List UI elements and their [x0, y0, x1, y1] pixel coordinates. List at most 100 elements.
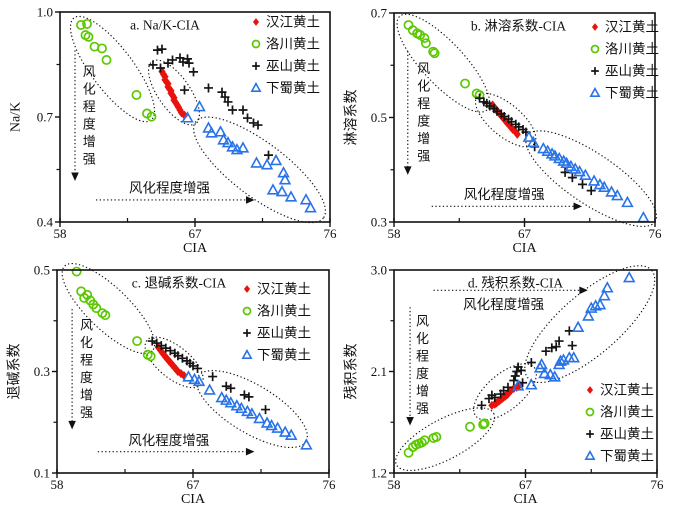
legend-item-xiashu: 下蜀黄土: [241, 348, 311, 363]
plus-marker-icon: [586, 430, 594, 438]
svg-text:1.2: 1.2: [371, 466, 387, 481]
triangle-marker-icon: [589, 86, 601, 97]
diamond-marker-icon: [586, 386, 594, 394]
legend-item-wushan: 巫山黄土: [243, 326, 311, 341]
series-hanjiang: [158, 66, 189, 120]
legend-item-label: 洛川黄土: [600, 405, 654, 420]
svg-text:58: 58: [388, 226, 401, 241]
series-luochuan: [76, 18, 157, 122]
weathering-arrow-h: [431, 202, 583, 211]
legend-item-xiashu: 下蜀黄土: [584, 449, 654, 464]
svg-text:67: 67: [518, 226, 532, 241]
weathering-label-vertical: 风化程度增强: [417, 61, 430, 163]
legend-item-label: 下蜀黄土: [600, 449, 654, 464]
svg-text:58: 58: [54, 226, 67, 241]
legend-item-xiashu: 下蜀黄土: [250, 81, 320, 96]
svg-text:化: 化: [80, 335, 93, 350]
svg-text:程: 程: [83, 99, 96, 114]
x-axis-label: CIA: [183, 241, 208, 256]
legend-item-luochuan: 洛川黄土: [251, 37, 320, 52]
legend-item-label: 下蜀黄土: [257, 348, 311, 363]
weathering-arrow-v: [68, 309, 76, 430]
svg-text:增: 增: [80, 388, 93, 403]
svg-text:风: 风: [416, 313, 429, 328]
circle-marker-icon: [242, 306, 252, 316]
weathering-label-horizontal: 风化程度增强: [464, 187, 545, 202]
circle-marker-icon: [251, 39, 261, 49]
legend-item-luochuan: 洛川黄土: [242, 304, 311, 319]
svg-text:化: 化: [416, 331, 429, 346]
svg-text:76: 76: [324, 226, 338, 241]
x-axis-label: CIA: [513, 492, 538, 507]
circle-marker-icon: [585, 407, 595, 417]
svg-text:0.7: 0.7: [371, 6, 388, 21]
svg-text:0.4: 0.4: [37, 215, 54, 230]
legend-item-label: 巫山黄土: [266, 59, 320, 74]
series-wushan: [477, 326, 577, 410]
y-axis-label: Na/K: [9, 102, 24, 132]
series-wushan: [147, 336, 271, 415]
svg-text:0.5: 0.5: [34, 263, 50, 278]
svg-text:58: 58: [51, 477, 64, 492]
plus-marker-icon: [252, 62, 260, 70]
svg-text:程: 程: [417, 96, 430, 111]
x-axis: 58 67 76 CIA: [388, 218, 662, 256]
plus-marker-icon: [243, 329, 251, 337]
svg-text:0.7: 0.7: [37, 110, 54, 125]
legend-item-label: 汉江黄土: [266, 15, 320, 30]
legend-item-label: 洛川黄土: [257, 304, 311, 319]
panel-title: c. 退碱系数-CIA: [132, 276, 227, 291]
weathering-label-horizontal: 风化程度增强: [129, 181, 210, 196]
svg-text:程: 程: [80, 353, 93, 368]
panel-title: d. 残积系数-CIA: [468, 276, 563, 291]
legend-item-label: 汉江黄土: [600, 383, 654, 398]
legend-item-hanjiang: 汉江黄土: [243, 282, 311, 297]
svg-text:3.0: 3.0: [371, 263, 387, 278]
legend-item-label: 巫山黄土: [257, 326, 311, 341]
svg-text:增: 增: [83, 134, 96, 149]
svg-text:强: 强: [416, 401, 429, 416]
legend-item-label: 下蜀黄土: [605, 86, 659, 101]
legend-item-label: 汉江黄土: [257, 282, 311, 297]
panel-title: b. 淋溶系数-CIA: [471, 19, 566, 34]
y-axis: 0.3 0.5 0.7 淋溶系数: [344, 6, 394, 230]
triangle-marker-icon: [250, 81, 262, 92]
svg-text:风: 风: [417, 61, 430, 76]
circle-marker-icon: [590, 44, 600, 54]
legend-item-label: 洛川黄土: [266, 37, 320, 52]
svg-text:67: 67: [189, 226, 203, 241]
series-wushan: [148, 44, 273, 160]
series-xiashu: [181, 99, 317, 213]
weathering-arrow-h: [96, 196, 255, 204]
weathering-label-vertical: 风化程度增强: [416, 313, 429, 416]
series-luochuan: [403, 418, 490, 458]
legend-item-hanjiang: 汉江黄土: [586, 383, 654, 398]
legend-item-wushan: 巫山黄土: [252, 59, 320, 74]
triangle-marker-icon: [584, 449, 596, 460]
weathering-arrow-v: [71, 50, 79, 181]
legend-item-xiashu: 下蜀黄土: [589, 86, 659, 101]
svg-text:度: 度: [417, 114, 430, 129]
svg-text:化: 化: [83, 82, 96, 97]
svg-text:76: 76: [323, 477, 337, 492]
legend-item-hanjiang: 汉江黄土: [591, 20, 659, 35]
weathering-arrow-h: [97, 447, 255, 456]
legend-item-label: 下蜀黄土: [266, 81, 320, 96]
svg-text:0.3: 0.3: [34, 364, 50, 379]
svg-text:风: 风: [80, 318, 93, 333]
plus-marker-icon: [591, 67, 599, 75]
weathering-label-horizontal: 风化程度增强: [463, 297, 544, 312]
series-luochuan: [403, 20, 485, 100]
legend-item-label: 巫山黄土: [600, 427, 654, 442]
weathering-label-vertical: 风化程度增强: [80, 318, 93, 421]
diamond-marker-icon: [252, 18, 260, 26]
svg-text:强: 强: [83, 152, 96, 167]
series-xiashu: [182, 370, 313, 450]
